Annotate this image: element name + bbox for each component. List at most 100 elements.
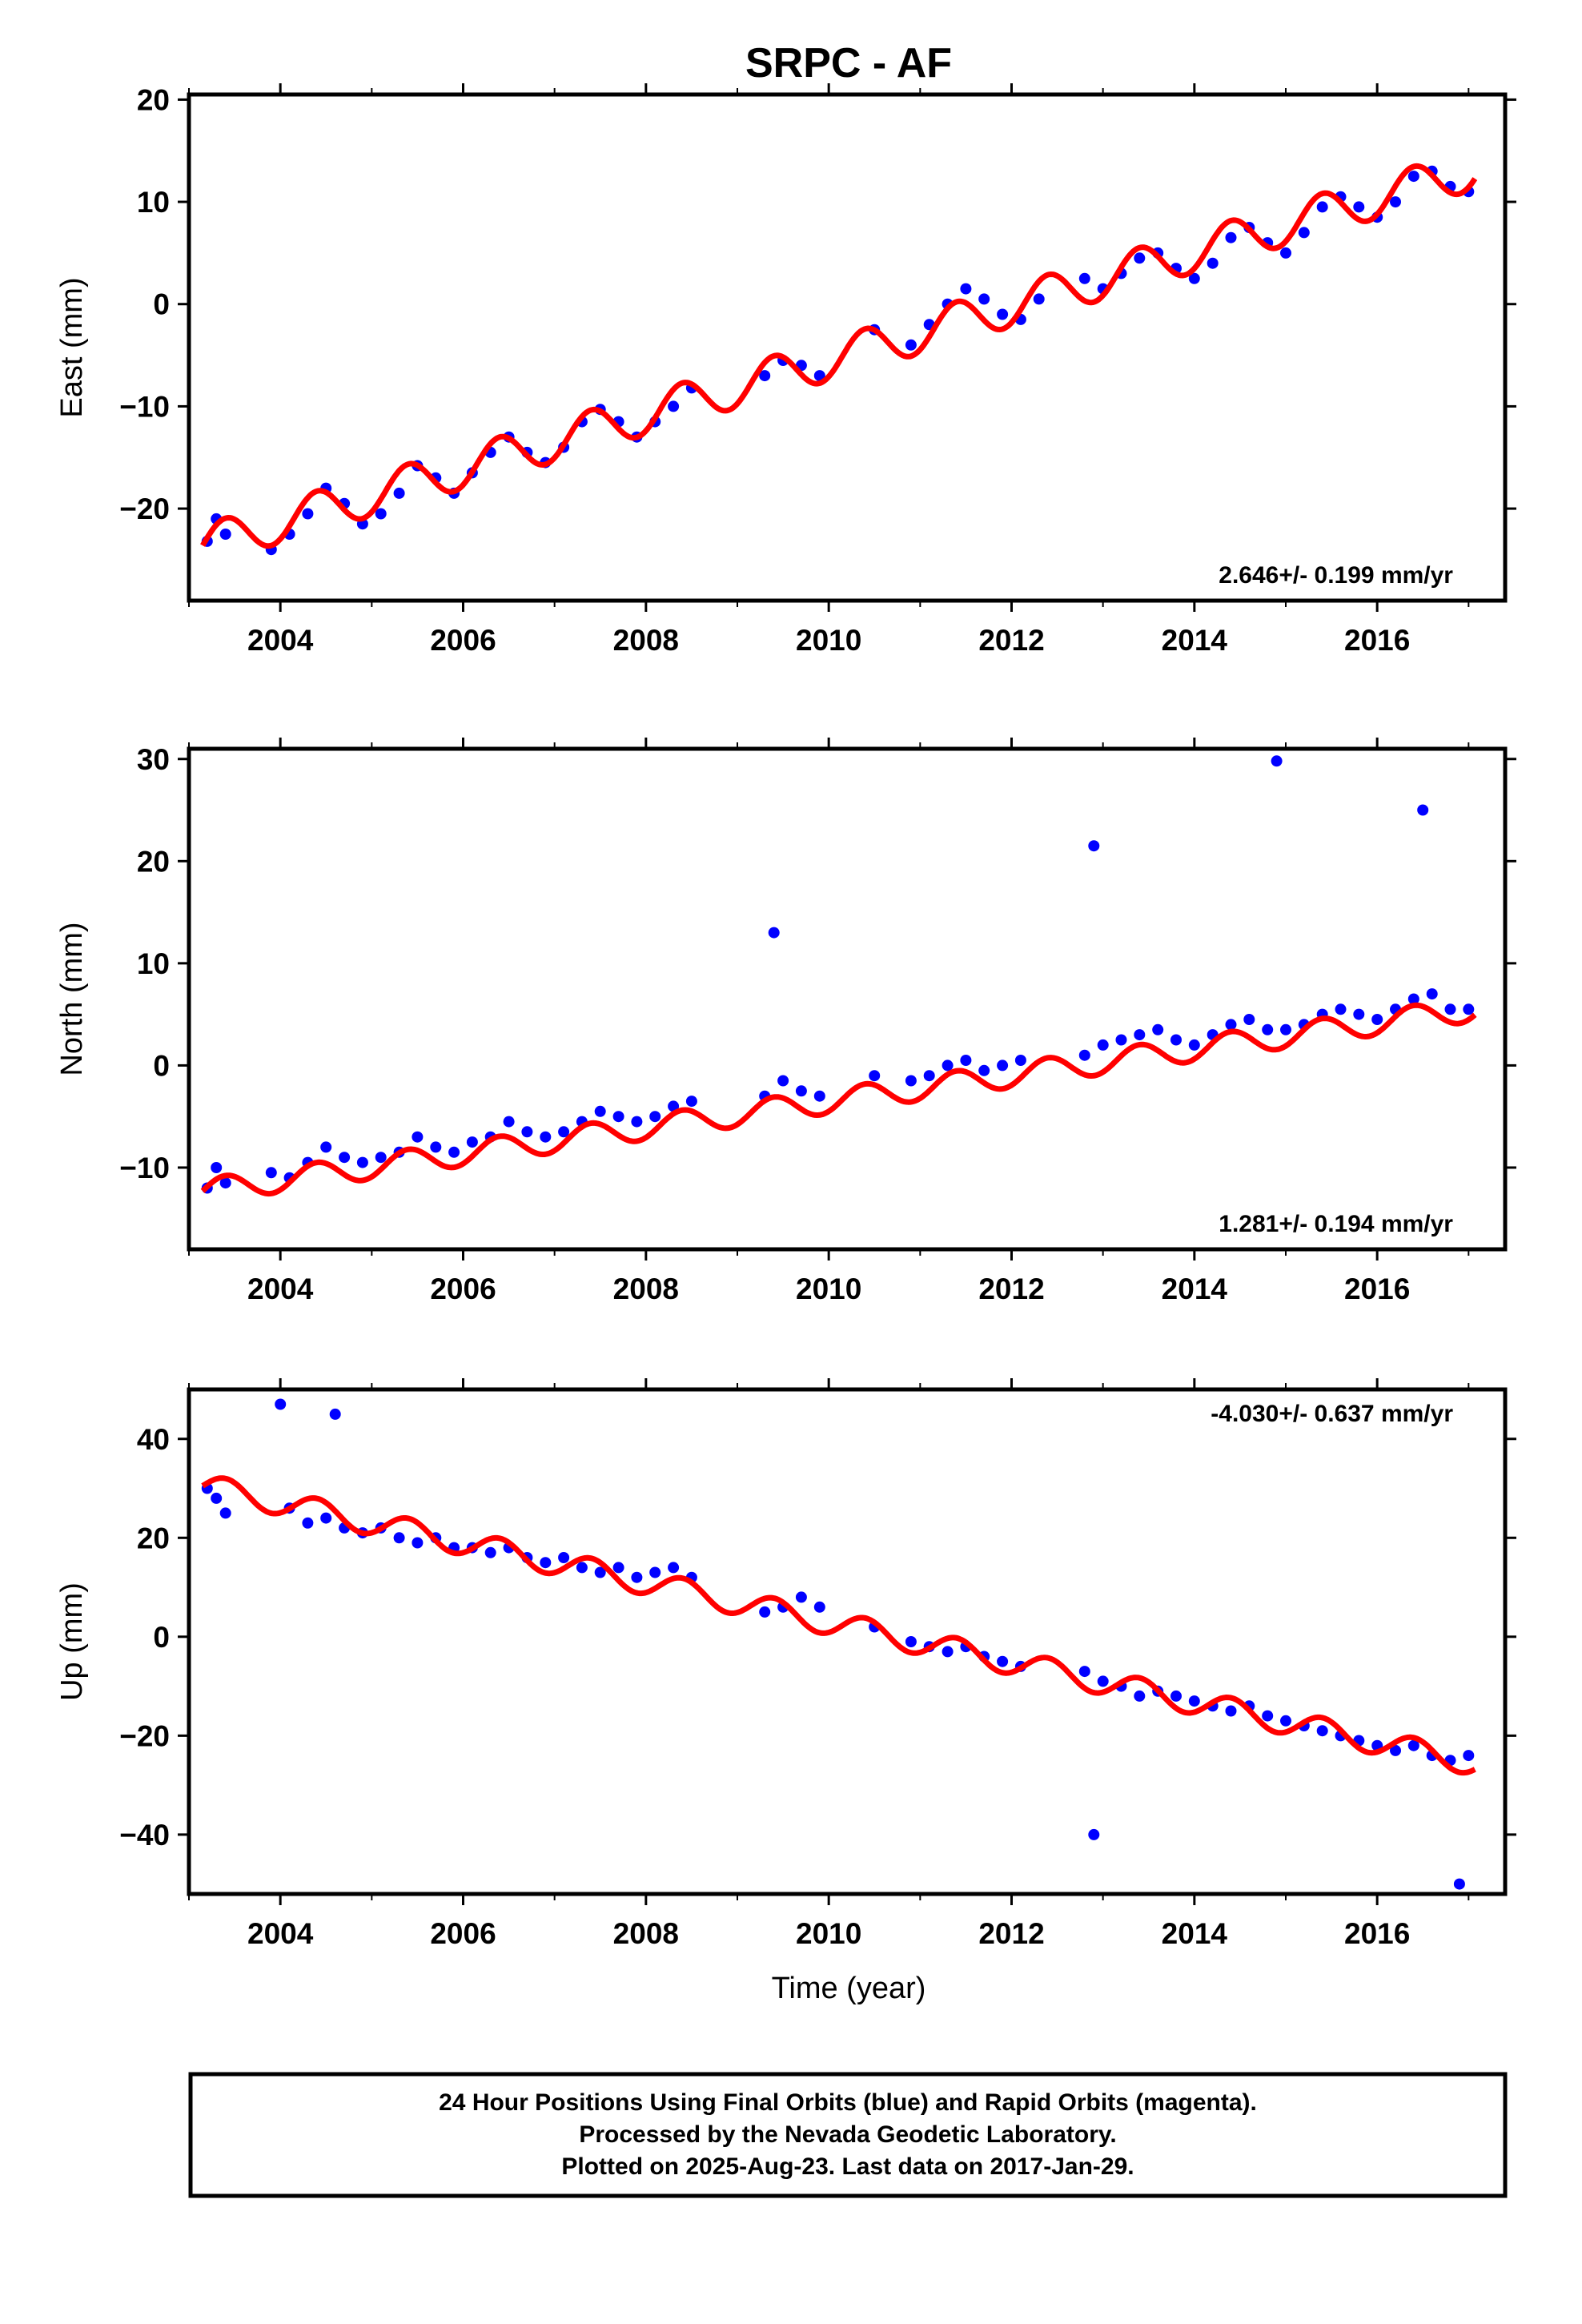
y-tick-label: 0 xyxy=(153,1621,170,1654)
data-point xyxy=(320,1512,332,1524)
data-point xyxy=(339,1152,351,1164)
data-point xyxy=(219,1177,231,1189)
data-point xyxy=(631,1116,643,1128)
footer-line-1: 24 Hour Positions Using Final Orbits (bl… xyxy=(439,2089,1257,2116)
data-point xyxy=(869,1070,881,1082)
x-tick-label: 2014 xyxy=(1162,624,1228,657)
data-point xyxy=(320,1141,332,1153)
data-point xyxy=(649,1111,661,1123)
data-point xyxy=(1262,1023,1274,1035)
data-point xyxy=(612,1562,624,1574)
data-point xyxy=(1225,231,1237,243)
data-point xyxy=(759,1606,771,1618)
data-point xyxy=(393,1532,405,1544)
y-tick-label: −10 xyxy=(119,390,170,423)
data-point xyxy=(1335,1003,1347,1015)
data-point xyxy=(1170,1690,1182,1702)
north-plot-frame xyxy=(187,746,1508,1252)
up-scatter-points xyxy=(201,1398,1475,1890)
footer-frame xyxy=(188,2072,1508,2198)
data-point xyxy=(594,1566,606,1578)
footer-box: 24 Hour Positions Using Final Orbits (bl… xyxy=(188,2072,1508,2198)
data-point xyxy=(219,1507,231,1519)
footer-line-2: Processed by the Nevada Geodetic Laborat… xyxy=(579,2121,1116,2148)
north-panel: 2004 2006 2008 2010 2012 2014 2016 −10 0 10 20 30 N… xyxy=(55,738,1516,1305)
data-point xyxy=(503,1116,515,1128)
y-tick-label: 10 xyxy=(137,186,170,219)
x-tick-label: 2010 xyxy=(796,624,861,657)
up-axis-label: Up (mm) xyxy=(55,1582,89,1701)
x-tick-label: 2010 xyxy=(796,1917,861,1950)
chart-title: SRPC - AF xyxy=(745,40,952,86)
data-point xyxy=(1298,227,1310,239)
data-point xyxy=(1390,1744,1401,1756)
x-tick-label: 2016 xyxy=(1344,624,1410,657)
data-point xyxy=(612,1111,624,1123)
data-point xyxy=(905,1075,917,1087)
data-point xyxy=(997,1655,1009,1667)
y-tick-label: 20 xyxy=(137,83,170,116)
x-tick-label: 2004 xyxy=(247,624,314,657)
data-point xyxy=(649,1566,661,1578)
data-point xyxy=(1188,1039,1200,1051)
data-point xyxy=(1207,257,1219,269)
data-point xyxy=(960,283,972,295)
data-point xyxy=(685,1096,697,1108)
data-point xyxy=(1134,1690,1146,1702)
north-scatter-points xyxy=(201,755,1475,1194)
data-point xyxy=(558,1126,570,1138)
data-point xyxy=(1407,171,1419,183)
data-point xyxy=(1280,247,1291,259)
y-tick-label: 0 xyxy=(153,288,170,321)
data-point xyxy=(412,1537,424,1549)
data-point xyxy=(1463,1750,1475,1762)
x-tick-label: 2016 xyxy=(1344,1917,1410,1950)
y-tick-label: −20 xyxy=(119,1719,170,1752)
data-point xyxy=(430,1141,442,1153)
data-point xyxy=(576,1562,588,1574)
data-point xyxy=(923,1070,935,1082)
up-axis-ticks: 2004 2006 2008 2010 2012 2014 2016 −40 −20 0 20 40 xyxy=(119,1378,1516,1950)
data-point xyxy=(412,1131,424,1143)
data-point xyxy=(466,1136,478,1148)
data-point xyxy=(1426,988,1438,1000)
y-tick-label: 0 xyxy=(153,1049,170,1082)
data-point xyxy=(1271,755,1283,767)
data-point xyxy=(768,927,780,939)
y-tick-label: −10 xyxy=(119,1152,170,1184)
data-point xyxy=(1353,201,1365,213)
x-tick-label: 2014 xyxy=(1162,1917,1228,1950)
data-point xyxy=(1188,1695,1200,1707)
y-tick-label: 20 xyxy=(137,1522,170,1554)
east-fit-line xyxy=(200,163,1478,549)
y-tick-label: −40 xyxy=(119,1819,170,1852)
data-point xyxy=(1088,840,1100,852)
data-point xyxy=(594,1105,606,1117)
data-point xyxy=(302,508,314,520)
up-fit-line xyxy=(201,1475,1476,1776)
x-tick-label: 2006 xyxy=(430,624,496,657)
up-plot-frame xyxy=(187,1387,1508,1896)
data-point xyxy=(1152,1023,1164,1035)
x-tick-label: 2016 xyxy=(1344,1273,1410,1305)
data-point xyxy=(960,1055,972,1066)
data-point xyxy=(540,1131,552,1143)
data-point xyxy=(978,293,990,305)
y-tick-label: 20 xyxy=(137,845,170,878)
x-axis-label: Time (year) xyxy=(772,1972,926,2005)
data-point xyxy=(905,339,917,351)
data-point xyxy=(302,1517,314,1529)
data-point xyxy=(1463,1003,1475,1015)
data-point xyxy=(668,1562,680,1574)
east-axis-label: East (mm) xyxy=(55,277,89,417)
data-point xyxy=(521,1126,533,1138)
data-point xyxy=(1243,1014,1255,1025)
data-point xyxy=(813,1090,825,1102)
y-tick-label: 40 xyxy=(137,1423,170,1456)
data-point xyxy=(1371,1014,1383,1025)
footer-line-3: Plotted on 2025-Aug-23. Last data on 201… xyxy=(561,2153,1134,2180)
data-point xyxy=(1280,1023,1291,1035)
data-point xyxy=(1407,993,1419,1005)
x-tick-label: 2008 xyxy=(613,1917,679,1950)
